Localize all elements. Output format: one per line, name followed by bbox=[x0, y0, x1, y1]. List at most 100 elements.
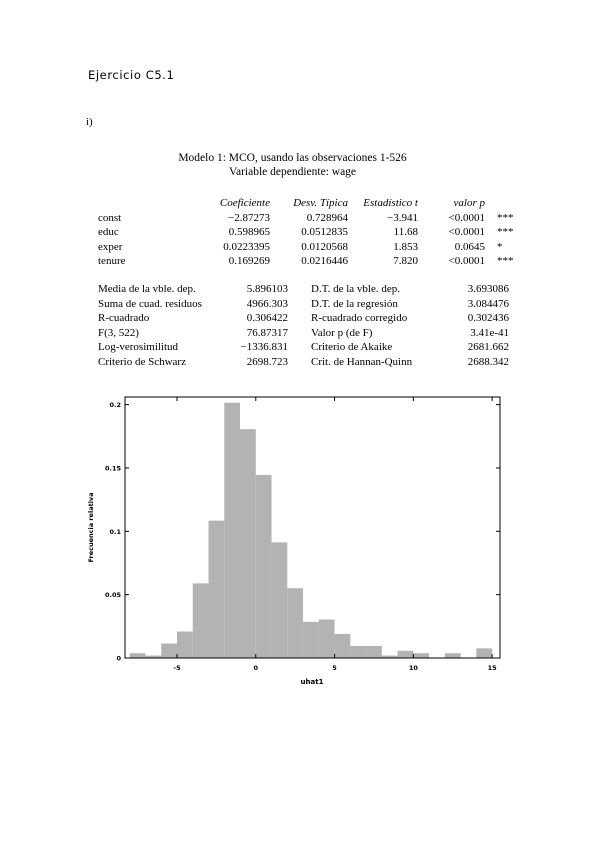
var-name: educ bbox=[98, 226, 119, 239]
p-value: <0.0001 bbox=[448, 226, 485, 239]
histogram-bar bbox=[444, 653, 461, 658]
coefficient-row: tenure 0.169269 0.0216446 7.820 <0.0001 … bbox=[98, 254, 537, 269]
plot-frame bbox=[124, 396, 501, 659]
axis-ticks: -5 0 5 10 15 0 0.05 0.1 0.15 0.2 bbox=[105, 397, 500, 672]
x-tick-label: 10 bbox=[409, 664, 419, 672]
stat-value: 2688.342 bbox=[467, 355, 509, 368]
histogram-bar bbox=[476, 648, 493, 658]
residual-histogram: -5 0 5 10 15 0 0.05 0.1 0.15 0.2 uhat1 Frecuencia… bbox=[87, 396, 501, 686]
x-tick-label: 5 bbox=[332, 664, 337, 672]
blank-header-stars bbox=[485, 196, 537, 211]
p-value: 0.0645 bbox=[454, 240, 485, 253]
stat-label: Criterio de Akaike bbox=[311, 341, 393, 354]
stat-value: 2681.662 bbox=[467, 341, 509, 354]
coefficient-row: exper 0.0223395 0.0120568 1.853 0.0645 * bbox=[98, 240, 537, 255]
histogram-bar bbox=[334, 633, 351, 658]
t-value: 1.853 bbox=[393, 240, 418, 253]
stat-value: 0.306422 bbox=[246, 312, 288, 325]
blank-header bbox=[98, 196, 194, 211]
y-tick-label: 0.05 bbox=[105, 591, 122, 599]
stat-label: Crit. de Hannan-Quinn bbox=[311, 355, 413, 368]
histogram-bar bbox=[287, 588, 304, 658]
var-name: const bbox=[98, 211, 122, 224]
se-value: 0.728964 bbox=[306, 211, 348, 224]
exercise-heading: Ejercicio C5.1 bbox=[88, 68, 175, 82]
stat-label: R-cuadrado bbox=[98, 312, 150, 325]
stats-row: Log-verosimilitud −1336.831 Criterio de … bbox=[98, 340, 509, 355]
header-se: Desv. Típica bbox=[293, 197, 348, 209]
t-value: −3.941 bbox=[387, 211, 418, 224]
x-tick-label: 0 bbox=[254, 664, 259, 672]
stats-row: Media de la vble. dep. 5.896103 D.T. de … bbox=[98, 282, 509, 297]
histogram-bar bbox=[397, 650, 414, 658]
histogram-bar bbox=[161, 643, 177, 658]
histogram-bar bbox=[381, 655, 398, 658]
se-value: 0.0512835 bbox=[301, 226, 348, 239]
coefficient-header-row: Coeficiente Desv. Típica Estadístico t v… bbox=[98, 196, 537, 211]
significance-stars: * bbox=[497, 240, 503, 253]
t-value: 7.820 bbox=[393, 255, 418, 268]
stat-label: Media de la vble. dep. bbox=[98, 283, 196, 295]
stat-label: D.T. de la regresión bbox=[311, 297, 398, 310]
stats-row: Suma de cuad. residuos 4966.303 D.T. de … bbox=[98, 297, 509, 312]
coefficient-table: Coeficiente Desv. Típica Estadístico t v… bbox=[98, 196, 537, 269]
stat-value: 3.084476 bbox=[467, 297, 509, 310]
histogram-bar bbox=[208, 520, 225, 658]
significance-stars: *** bbox=[497, 255, 514, 268]
model-title: Modelo 1: MCO, usando las observaciones … bbox=[178, 152, 407, 164]
stat-label: D.T. de la vble. dep. bbox=[311, 283, 400, 295]
stat-label: Log-verosimilitud bbox=[98, 341, 179, 354]
p-value: <0.0001 bbox=[448, 255, 485, 268]
stat-label: F(3, 522) bbox=[98, 326, 139, 339]
x-axis-label: uhat1 bbox=[301, 678, 324, 686]
coefficient-row: const −2.87273 0.728964 −3.941 <0.0001 *… bbox=[98, 211, 537, 226]
stat-label: R-cuadrado corregido bbox=[311, 312, 408, 325]
stats-row: F(3, 522) 76.87317 Valor p (de F) 3.41e-… bbox=[98, 326, 509, 341]
coef-value: 0.0223395 bbox=[223, 240, 270, 253]
se-value: 0.0216446 bbox=[301, 255, 348, 268]
histogram-bar bbox=[224, 402, 241, 658]
y-tick-label: 0.2 bbox=[109, 401, 121, 409]
part-label: i) bbox=[86, 116, 93, 128]
var-name: tenure bbox=[98, 255, 126, 268]
stats-row: R-cuadrado 0.306422 R-cuadrado corregido… bbox=[98, 311, 509, 326]
dependent-variable: Variable dependiente: wage bbox=[228, 166, 357, 178]
histogram-bar bbox=[366, 645, 382, 658]
histogram-bar bbox=[271, 542, 288, 658]
stat-value: −1336.831 bbox=[240, 341, 288, 354]
histogram-bar bbox=[176, 631, 193, 658]
histogram-bars bbox=[129, 402, 493, 658]
histogram-bar bbox=[350, 645, 367, 658]
stat-value: 5.896103 bbox=[246, 283, 288, 295]
x-tick-label: 15 bbox=[488, 664, 498, 672]
histogram-bar bbox=[145, 655, 162, 658]
coef-value: −2.87273 bbox=[228, 211, 270, 224]
t-value: 11.68 bbox=[393, 226, 418, 239]
header-p: valor p bbox=[453, 197, 485, 209]
stat-value: 4966.303 bbox=[246, 297, 288, 310]
header-coef: Coeficiente bbox=[219, 197, 270, 209]
stat-value: 76.87317 bbox=[246, 326, 288, 339]
histogram-bar bbox=[240, 429, 256, 658]
significance-stars: *** bbox=[497, 226, 514, 239]
coef-value: 0.598965 bbox=[228, 226, 270, 239]
stat-label: Suma de cuad. residuos bbox=[98, 297, 202, 310]
significance-stars: *** bbox=[497, 211, 514, 224]
stat-value: 2698.723 bbox=[246, 355, 288, 368]
coefficient-row: educ 0.598965 0.0512835 11.68 <0.0001 **… bbox=[98, 225, 537, 240]
var-name: exper bbox=[98, 240, 123, 253]
stat-value: 3.41e-41 bbox=[470, 326, 509, 339]
stat-value: 3.693086 bbox=[467, 283, 509, 295]
histogram-bar bbox=[318, 619, 335, 658]
stat-label: Valor p (de F) bbox=[311, 326, 373, 339]
coef-value: 0.169269 bbox=[228, 255, 270, 268]
y-tick-label: 0.1 bbox=[109, 528, 121, 536]
y-axis-label: Frecuencia relativa bbox=[87, 492, 95, 562]
y-tick-label: 0 bbox=[116, 655, 121, 663]
histogram-bar bbox=[303, 621, 319, 658]
stat-label: Criterio de Schwarz bbox=[98, 355, 186, 368]
y-tick-label: 0.15 bbox=[105, 464, 122, 472]
se-value: 0.0120568 bbox=[301, 240, 348, 253]
stat-value: 0.302436 bbox=[467, 312, 509, 325]
header-t: Estadístico t bbox=[363, 197, 418, 209]
